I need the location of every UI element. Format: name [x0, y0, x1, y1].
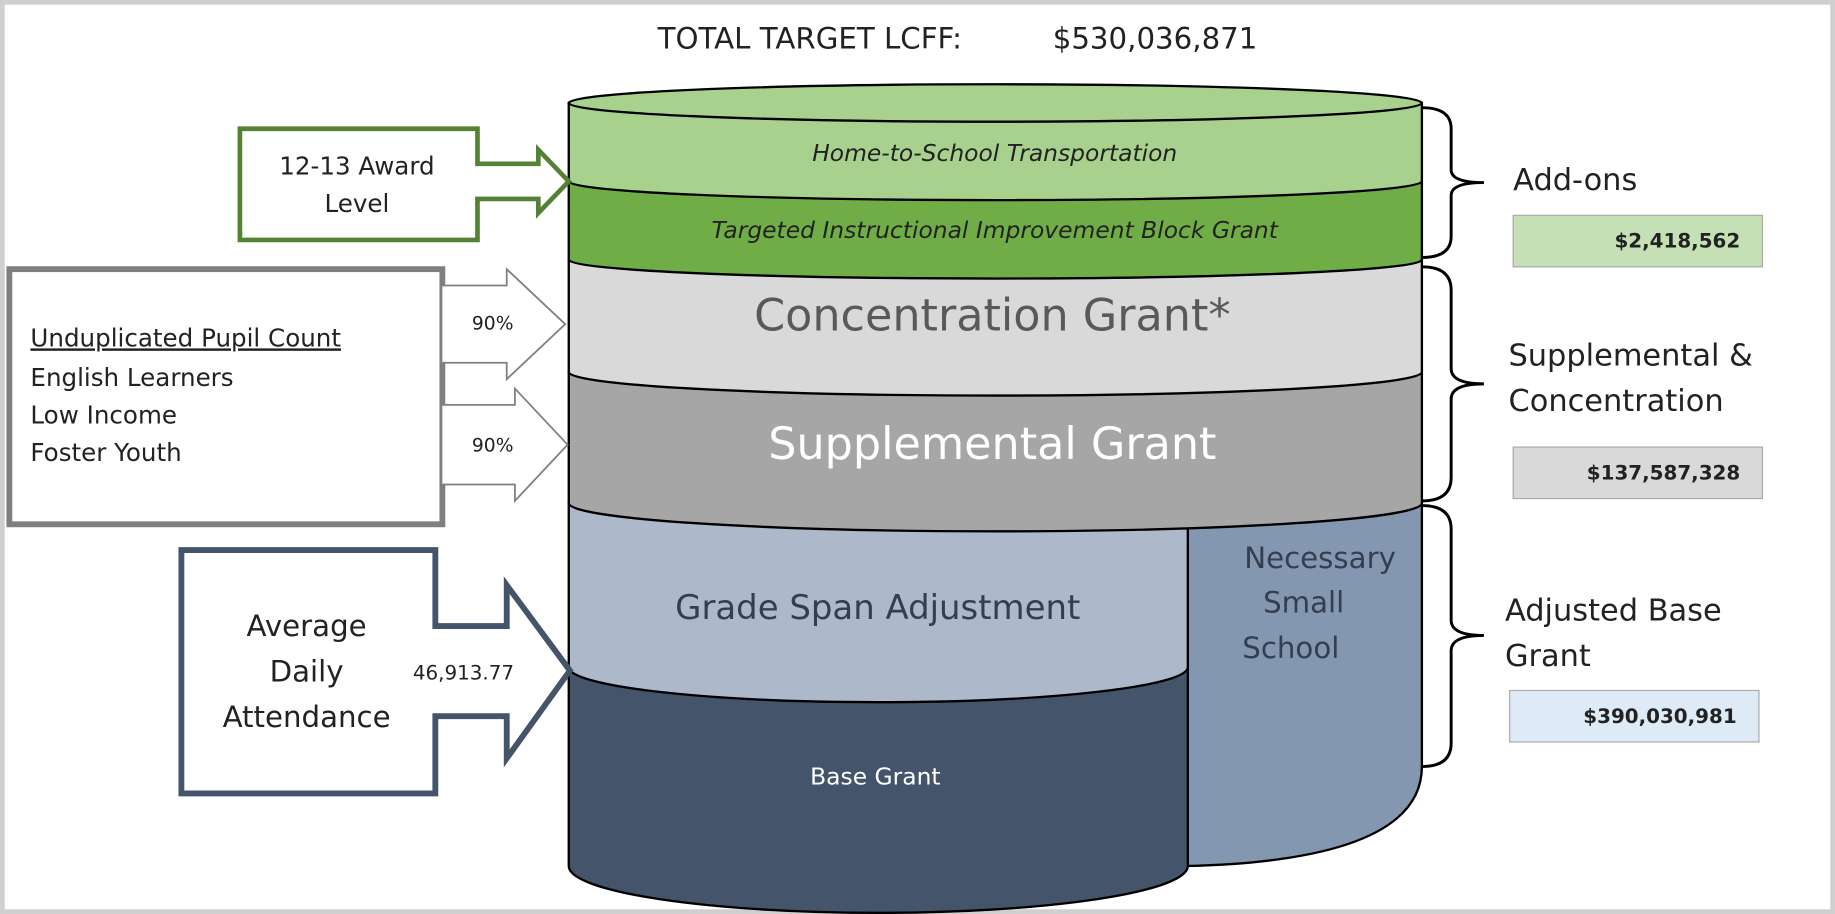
group-value: $137,587,328 — [1587, 461, 1740, 484]
group-label: Grant — [1505, 639, 1591, 674]
layer-label: Small — [1263, 585, 1344, 619]
brace — [1421, 106, 1484, 259]
concentration-layer — [567, 258, 1424, 397]
cylinder-top — [567, 83, 1424, 123]
ada-label: Attendance — [223, 700, 391, 734]
ada-label: Average — [247, 609, 367, 643]
group-value: $2,418,562 — [1614, 230, 1740, 253]
base-layer — [567, 665, 1190, 914]
group-label: Adjusted Base — [1505, 594, 1722, 629]
group-label: Add-ons — [1513, 163, 1637, 198]
percent-arrow — [442, 267, 567, 382]
pupil-item: Low Income — [30, 401, 177, 430]
percent-label: 90% — [472, 435, 514, 456]
pupil-item: English Learners — [30, 363, 233, 392]
grade-span-layer — [567, 502, 1190, 704]
cylinder — [567, 83, 1424, 914]
layer-label: Supplemental Grant — [768, 419, 1216, 470]
percent-arrow — [442, 386, 569, 504]
layer-label: Concentration Grant* — [754, 290, 1231, 341]
award-label: 12-13 Award — [279, 151, 434, 180]
group-value-box — [1512, 214, 1764, 268]
ada-label: Daily — [270, 654, 344, 688]
small-school-layer — [1186, 502, 1424, 868]
percent-label: 90% — [472, 314, 514, 335]
group-label: Concentration — [1508, 384, 1723, 419]
group-value-box — [1509, 689, 1760, 743]
ada-value: 46,913.77 — [413, 662, 514, 685]
layer-label: Targeted Instructional Improvement Block… — [712, 216, 1279, 244]
layer-label: Necessary — [1244, 541, 1396, 575]
layer-label: School — [1242, 631, 1339, 665]
group-value-box — [1512, 446, 1764, 500]
braces — [1421, 106, 1484, 769]
layer-label: Base Grant — [810, 763, 940, 791]
pupil-box — [6, 266, 446, 528]
group-value: $390,030,981 — [1583, 705, 1736, 728]
ada-arrow — [178, 547, 574, 797]
pupil-item: Foster Youth — [30, 438, 181, 467]
tiibg-layer — [567, 180, 1424, 280]
award-label: Level — [325, 189, 390, 218]
award-arrow — [237, 126, 573, 243]
supplemental-layer — [567, 370, 1424, 533]
total-value: $530,036,871 — [1053, 21, 1258, 55]
group-label: Supplemental & — [1508, 338, 1752, 373]
total-label: TOTAL TARGET LCFF: — [657, 21, 962, 55]
brace — [1421, 504, 1484, 769]
pupil-heading: Unduplicated Pupil Count — [30, 323, 341, 352]
brace — [1421, 265, 1484, 503]
layer-label: Home-to-School Transportation — [812, 139, 1177, 167]
transport-layer — [567, 101, 1424, 202]
layer-label: Grade Span Adjustment — [675, 589, 1080, 628]
